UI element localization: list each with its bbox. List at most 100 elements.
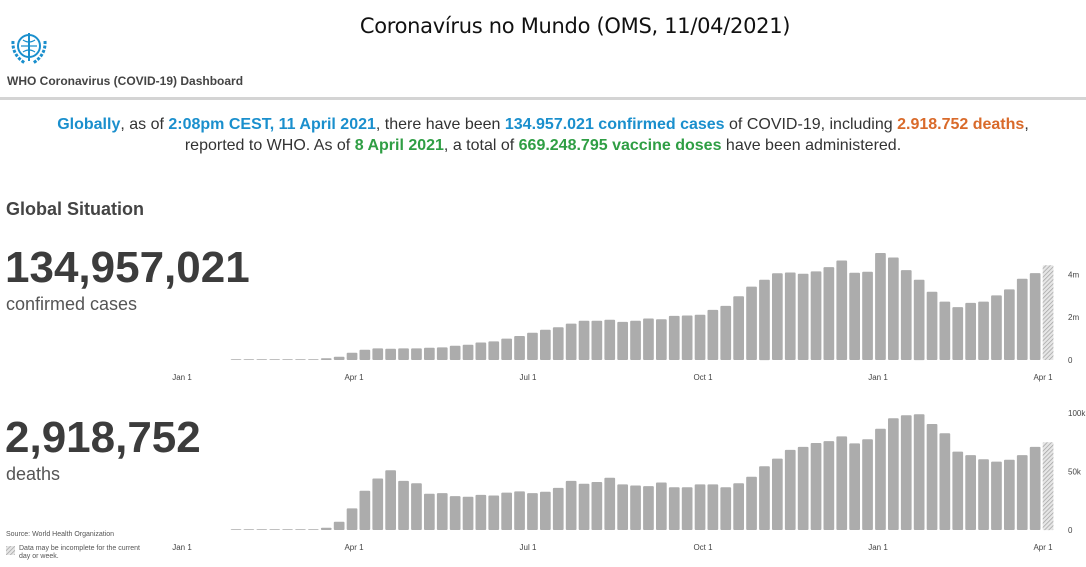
deaths-bar[interactable]: 41000 <box>591 482 603 530</box>
cases-bar[interactable]: 4090000 <box>784 272 796 361</box>
deaths-bar[interactable]: 200 <box>308 529 319 530</box>
deaths-bar[interactable]: 32700 <box>540 491 551 530</box>
cases-bar[interactable]: 3800000 <box>1016 278 1028 360</box>
deaths-bar[interactable]: 29500 <box>488 495 500 531</box>
cases-bar[interactable]: 1000000 <box>501 338 512 360</box>
cases-bar[interactable]: 8000 <box>243 359 255 360</box>
deaths-bar[interactable]: 2000 <box>320 527 332 530</box>
cases-bar[interactable]: 590000 <box>436 347 448 360</box>
deaths-bar[interactable]: 200 <box>282 529 293 530</box>
deaths-bar[interactable]: 60000 <box>1004 459 1015 530</box>
deaths-bar[interactable]: 86600 <box>875 428 886 530</box>
cases-bar[interactable]: 480000 <box>359 349 371 360</box>
cases-bar[interactable]: 1700000 <box>565 323 577 360</box>
deaths-bar[interactable]: 80000 <box>836 436 848 530</box>
cases-bar[interactable]: 870000 <box>488 341 500 360</box>
cases-bar[interactable]: 1410000 <box>540 329 551 360</box>
deaths-bar[interactable]: 95500 <box>888 418 899 530</box>
cases-bar[interactable]: 150000 <box>333 356 345 360</box>
deaths-bar[interactable]: 31500 <box>527 493 538 530</box>
cases-bar[interactable]: 4080000 <box>849 272 860 360</box>
cases-bar[interactable]: 10000 <box>256 359 268 360</box>
cases-bar[interactable]: 3190000 <box>926 291 938 360</box>
cases-bar[interactable]: 1780000 <box>617 321 628 360</box>
deaths-bar[interactable]: 28400 <box>462 496 474 530</box>
cases-bar[interactable]: 670000 <box>449 345 461 360</box>
cases-bar[interactable]: 2060000 <box>668 315 680 360</box>
deaths-bar[interactable]: 36600 <box>681 487 693 530</box>
deaths-bar[interactable]: 38000 <box>630 485 641 531</box>
cases-bar[interactable]: 5000 <box>230 359 242 360</box>
deaths-bar[interactable]: 200 <box>295 529 306 530</box>
deaths-bar[interactable]: 74400 <box>810 443 822 530</box>
deaths-bar[interactable]: 31000 <box>424 493 435 530</box>
deaths-bar[interactable]: 29000 <box>449 496 461 530</box>
cases-bar[interactable]: 2110000 <box>694 314 706 360</box>
cases-bar[interactable]: 4790000 <box>888 257 899 361</box>
cases-bar[interactable]: 3430000 <box>746 286 757 360</box>
deaths-bar[interactable]: 67000 <box>952 451 964 530</box>
cases-bar[interactable]: 2670000 <box>965 302 976 360</box>
deaths-bar[interactable]: 40000 <box>733 483 744 530</box>
cases-bar[interactable]: 2730000 <box>978 301 989 360</box>
deaths-bar[interactable]: 98000 <box>900 415 912 530</box>
deaths-bar[interactable]: 36600 <box>668 487 680 530</box>
deaths-bar[interactable]: 44000 <box>372 478 384 531</box>
deaths-bar[interactable]: 51000 <box>385 470 396 530</box>
deaths-bar[interactable]: 44600 <box>604 477 616 530</box>
deaths-bar[interactable]: 61000 <box>772 458 783 530</box>
deaths-bar[interactable]: 200 <box>243 529 255 530</box>
deaths-bar[interactable]: 54500 <box>759 466 770 530</box>
cases-bar[interactable]: 1900000 <box>656 319 667 360</box>
cases-bar[interactable]: 2980000 <box>733 296 744 360</box>
deaths-bar[interactable]: 71000 <box>797 446 809 530</box>
cases-bar[interactable]: 570000 <box>424 347 435 360</box>
cases-bar[interactable]: 540000 <box>411 348 422 360</box>
cases-bar[interactable]: 1830000 <box>591 320 603 360</box>
deaths-bar[interactable]: 33500 <box>359 490 371 530</box>
cases-bar[interactable]: 1830000 <box>578 320 590 360</box>
deaths-bar[interactable]: 68500 <box>784 449 796 530</box>
cases-bar[interactable]: 2470000 <box>952 307 964 360</box>
cases-bar[interactable]: 540000 <box>398 348 409 360</box>
cases-bar[interactable]: 4140000 <box>810 271 822 360</box>
cases-bar[interactable]: 4060000 <box>1029 273 1041 360</box>
cases-bar[interactable]: 4120000 <box>862 271 873 360</box>
deaths-bar[interactable]: 36000 <box>552 487 564 530</box>
deaths-bar[interactable]: 200 <box>256 529 268 530</box>
cases-bar[interactable]: 3300000 <box>1004 289 1015 360</box>
deaths-bar[interactable]: 90600 <box>926 424 938 530</box>
cases-bar[interactable]: 4200000 <box>900 270 912 360</box>
deaths-bar[interactable]: 36600 <box>720 487 732 530</box>
cases-bar[interactable]: 1530000 <box>552 327 564 360</box>
deaths-bar[interactable]: 74000 <box>849 443 860 530</box>
cases-bar[interactable]: 18000 <box>295 359 306 360</box>
deaths-bar[interactable]: 82700 <box>939 433 951 530</box>
cases-bar[interactable]: 1880000 <box>604 319 616 360</box>
deaths-bar[interactable]: 40600 <box>656 482 667 531</box>
deaths-bar[interactable]: 31500 <box>436 493 448 530</box>
deaths-bar[interactable]: 18500 <box>346 508 358 530</box>
deaths-bar[interactable]: 32000 <box>501 492 512 530</box>
cases-bar[interactable]: 4650000 <box>836 260 848 361</box>
deaths-bar[interactable]: 64000 <box>965 455 976 530</box>
cases-bar[interactable]: 2730000 <box>939 301 951 360</box>
cases-bar[interactable]: 4030000 <box>797 273 809 360</box>
deaths-bar[interactable]: 200 <box>230 529 242 530</box>
cases-bar[interactable]: 2080000 <box>681 315 693 361</box>
cases-bar[interactable]: 1270000 <box>527 332 538 360</box>
cases-bar[interactable]: 340000 <box>346 352 358 360</box>
cases-bar[interactable]: 710000 <box>462 344 474 360</box>
deaths-bar[interactable]: 45500 <box>746 476 757 530</box>
cases-bar[interactable]: 1940000 <box>643 318 654 361</box>
deaths-bar-incomplete[interactable]: 75000 <box>1042 442 1054 531</box>
cases-bar[interactable]: 540000 <box>372 348 384 360</box>
deaths-bar[interactable]: 39000 <box>694 484 706 530</box>
cases-bar[interactable]: 12000 <box>269 359 280 360</box>
deaths-bar[interactable]: 77500 <box>862 439 873 530</box>
cases-bar[interactable]: 30000 <box>308 359 319 360</box>
deaths-bar[interactable]: 37500 <box>643 486 654 530</box>
cases-bar[interactable]: 1830000 <box>630 320 641 360</box>
cases-bar[interactable]: 15000 <box>282 359 293 360</box>
deaths-bar[interactable]: 64000 <box>1016 455 1028 530</box>
